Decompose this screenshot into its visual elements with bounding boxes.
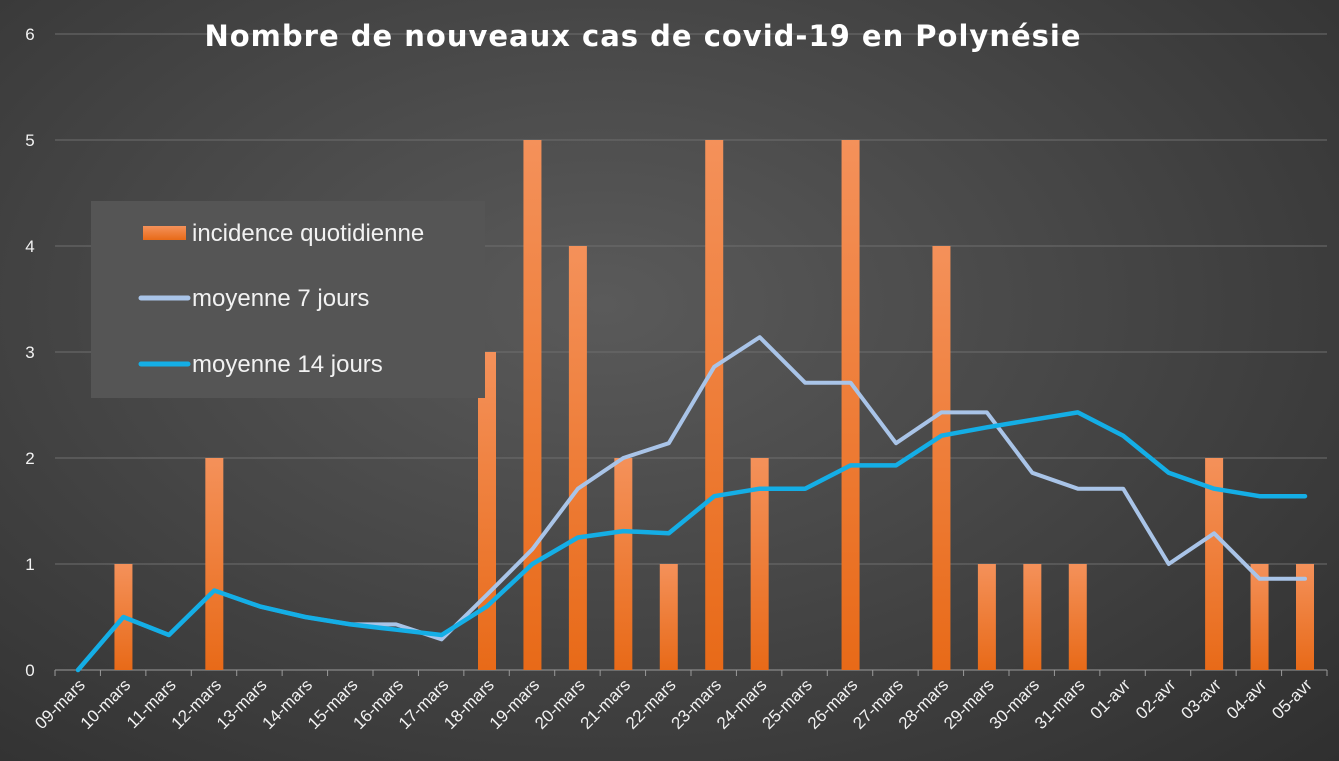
y-tick-label: 0 bbox=[25, 661, 34, 680]
x-tick-label: 05-avr bbox=[1268, 675, 1316, 723]
bar bbox=[705, 140, 724, 670]
bar bbox=[1205, 458, 1224, 670]
x-tick-label: 04-avr bbox=[1223, 675, 1271, 723]
bar bbox=[841, 140, 860, 670]
y-axis: 0 1 2 3 4 5 6 bbox=[25, 25, 34, 680]
y-tick-label: 3 bbox=[25, 343, 34, 362]
bar bbox=[478, 352, 496, 670]
x-tick-label: 01-avr bbox=[1087, 675, 1135, 723]
x-tick-label: 03-avr bbox=[1177, 675, 1225, 723]
y-tick-label: 4 bbox=[25, 237, 34, 256]
x-axis: 09-mars10-mars11-mars12-mars13-mars14-ma… bbox=[31, 675, 1316, 733]
bar bbox=[523, 140, 542, 670]
bar bbox=[1250, 564, 1269, 670]
bar bbox=[1296, 564, 1314, 670]
bar bbox=[659, 564, 678, 670]
legend: incidence quotidienne moyenne 7 jours mo… bbox=[91, 201, 485, 398]
bar bbox=[205, 458, 224, 670]
bar bbox=[977, 564, 996, 670]
bar bbox=[568, 246, 587, 670]
line-moyenne-14-jours bbox=[75, 410, 1308, 673]
bar bbox=[1023, 564, 1042, 670]
y-tick-label: 2 bbox=[25, 449, 34, 468]
legend-label-incidence: incidence quotidienne bbox=[192, 220, 424, 247]
x-tick-label: 02-avr bbox=[1132, 675, 1180, 723]
legend-label-7d: moyenne 7 jours bbox=[192, 285, 369, 312]
bar bbox=[614, 458, 633, 670]
y-tick-label: 6 bbox=[25, 25, 34, 44]
bar bbox=[1068, 564, 1087, 670]
y-tick-label: 1 bbox=[25, 555, 34, 574]
x-tick-label: 31-mars bbox=[1031, 675, 1089, 733]
x-tick-label: 10-mars bbox=[77, 675, 135, 733]
bar bbox=[750, 458, 769, 670]
bar bbox=[932, 246, 951, 670]
line-series bbox=[75, 335, 1308, 673]
legend-label-14d: moyenne 14 jours bbox=[192, 351, 383, 378]
chart-title: Nombre de nouveaux cas de covid-19 en Po… bbox=[204, 19, 1081, 53]
y-tick-label: 5 bbox=[25, 131, 34, 150]
legend-swatch-bar bbox=[143, 226, 186, 240]
